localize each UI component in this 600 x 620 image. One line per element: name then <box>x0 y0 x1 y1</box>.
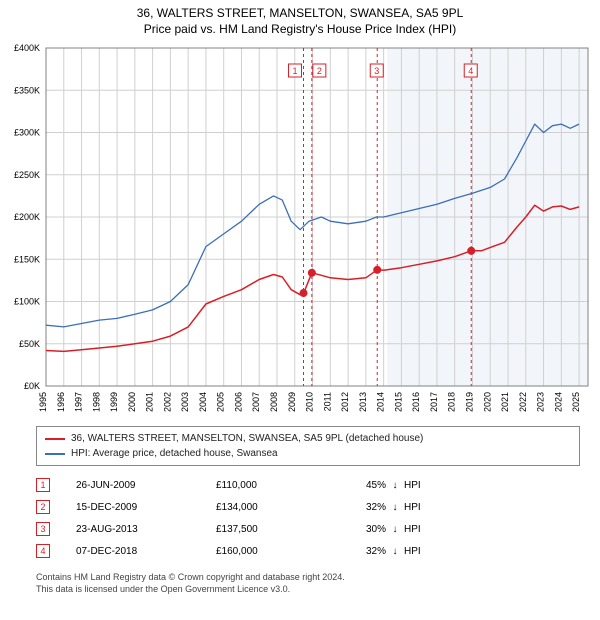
x-tick-label: 1998 <box>91 392 101 412</box>
y-tick-label: £350K <box>14 85 40 95</box>
legend-label: HPI: Average price, detached house, Swan… <box>71 446 278 461</box>
x-tick-label: 1995 <box>38 392 48 412</box>
cell-pct: 32% <box>326 546 386 557</box>
event-number: 2 <box>317 66 322 76</box>
chart-svg: £0K £50K £100K £150K £200K £250K £300K £350K £40… <box>0 40 600 420</box>
table-row: 1 26-JUN-2009£110,00045%↓HPI <box>36 474 580 496</box>
cell-pct: 30% <box>326 524 386 535</box>
x-tick-label: 2011 <box>322 392 332 411</box>
x-tick-label: 2019 <box>464 392 474 412</box>
down-arrow-icon: ↓ <box>386 524 404 535</box>
y-tick-label: £150K <box>14 254 40 264</box>
x-tick-label: 2009 <box>287 392 297 412</box>
cell-hpi: HPI <box>404 524 444 535</box>
y-tick-label: £400K <box>14 43 40 53</box>
row-number-box: 1 <box>36 478 50 492</box>
x-tick-label: 2017 <box>429 392 439 412</box>
legend-swatch <box>45 438 65 440</box>
cell-marker: 3 <box>36 522 76 536</box>
x-tick-label: 2006 <box>233 392 243 412</box>
x-tick-label: 1996 <box>56 392 66 412</box>
x-tick-label: 2023 <box>536 392 546 412</box>
chart-area: £0K £50K £100K £150K £200K £250K £300K £350K £40… <box>0 40 600 420</box>
x-tick-label: 2005 <box>216 392 226 412</box>
cell-price: £160,000 <box>216 546 326 557</box>
x-tick-label: 2012 <box>340 392 350 412</box>
cell-marker: 1 <box>36 478 76 492</box>
row-number-box: 3 <box>36 522 50 536</box>
legend-box: 36, WALTERS STREET, MANSELTON, SWANSEA, … <box>36 426 580 466</box>
cell-hpi: HPI <box>404 502 444 513</box>
cell-pct: 45% <box>326 480 386 491</box>
x-tick-label: 2010 <box>305 392 315 412</box>
y-tick-label: £0K <box>24 381 40 391</box>
x-tick-label: 2025 <box>571 392 581 412</box>
title-line2: Price paid vs. HM Land Registry's House … <box>0 22 600 36</box>
x-tick-label: 2013 <box>358 392 368 412</box>
x-tick-label: 1997 <box>74 392 84 412</box>
table-row: 2 15-DEC-2009£134,00032%↓HPI <box>36 496 580 518</box>
x-tick-label: 2020 <box>482 392 492 412</box>
legend-swatch <box>45 453 65 455</box>
title-line1: 36, WALTERS STREET, MANSELTON, SWANSEA, … <box>0 6 600 20</box>
down-arrow-icon: ↓ <box>386 480 404 491</box>
x-tick-label: 2021 <box>500 392 510 412</box>
event-number: 3 <box>374 66 379 76</box>
cell-date: 15-DEC-2009 <box>76 502 216 513</box>
y-tick-label: £250K <box>14 170 40 180</box>
x-tick-label: 2018 <box>447 392 457 412</box>
x-tick-label: 2015 <box>393 392 403 412</box>
cell-date: 26-JUN-2009 <box>76 480 216 491</box>
legend-row: HPI: Average price, detached house, Swan… <box>45 446 571 461</box>
x-tick-label: 2000 <box>127 392 137 412</box>
row-number-box: 2 <box>36 500 50 514</box>
x-tick-label: 2016 <box>411 392 421 412</box>
y-tick-label: £200K <box>14 212 40 222</box>
cell-hpi: HPI <box>404 546 444 557</box>
x-tick-label: 2004 <box>198 392 208 412</box>
legend-label: 36, WALTERS STREET, MANSELTON, SWANSEA, … <box>71 431 423 446</box>
y-tick-label: £50K <box>19 339 40 349</box>
cell-date: 23-AUG-2013 <box>76 524 216 535</box>
down-arrow-icon: ↓ <box>386 546 404 557</box>
cell-price: £137,500 <box>216 524 326 535</box>
x-tick-label: 2014 <box>376 392 386 412</box>
table-row: 4 07-DEC-2018£160,00032%↓HPI <box>36 540 580 562</box>
cell-pct: 32% <box>326 502 386 513</box>
cell-hpi: HPI <box>404 480 444 491</box>
row-number-box: 4 <box>36 544 50 558</box>
footer-line1: Contains HM Land Registry data © Crown c… <box>36 572 580 584</box>
cell-price: £110,000 <box>216 480 326 491</box>
event-number: 1 <box>292 66 297 76</box>
x-tick-label: 2003 <box>180 392 190 412</box>
x-tick-label: 2001 <box>145 392 155 412</box>
y-tick-label: £300K <box>14 128 40 138</box>
cell-marker: 4 <box>36 544 76 558</box>
down-arrow-icon: ↓ <box>386 502 404 513</box>
cell-price: £134,000 <box>216 502 326 513</box>
events-table: 126-JUN-2009£110,00045%↓HPI215-DEC-2009£… <box>36 474 580 562</box>
legend-row: 36, WALTERS STREET, MANSELTON, SWANSEA, … <box>45 431 571 446</box>
x-tick-label: 1999 <box>109 392 119 412</box>
cell-date: 07-DEC-2018 <box>76 546 216 557</box>
event-number: 4 <box>468 66 473 76</box>
footer-line2: This data is licensed under the Open Gov… <box>36 584 580 596</box>
x-tick-label: 2002 <box>162 392 172 412</box>
x-tick-label: 2007 <box>251 392 261 412</box>
chart-title-block: 36, WALTERS STREET, MANSELTON, SWANSEA, … <box>0 0 600 40</box>
x-tick-label: 2024 <box>553 392 563 412</box>
x-tick-label: 2022 <box>518 392 528 412</box>
page-root: 36, WALTERS STREET, MANSELTON, SWANSEA, … <box>0 0 600 595</box>
cell-marker: 2 <box>36 500 76 514</box>
x-tick-label: 2008 <box>269 392 279 412</box>
y-tick-label: £100K <box>14 297 40 307</box>
table-row: 3 23-AUG-2013£137,50030%↓HPI <box>36 518 580 540</box>
footer-attribution: Contains HM Land Registry data © Crown c… <box>36 572 580 595</box>
